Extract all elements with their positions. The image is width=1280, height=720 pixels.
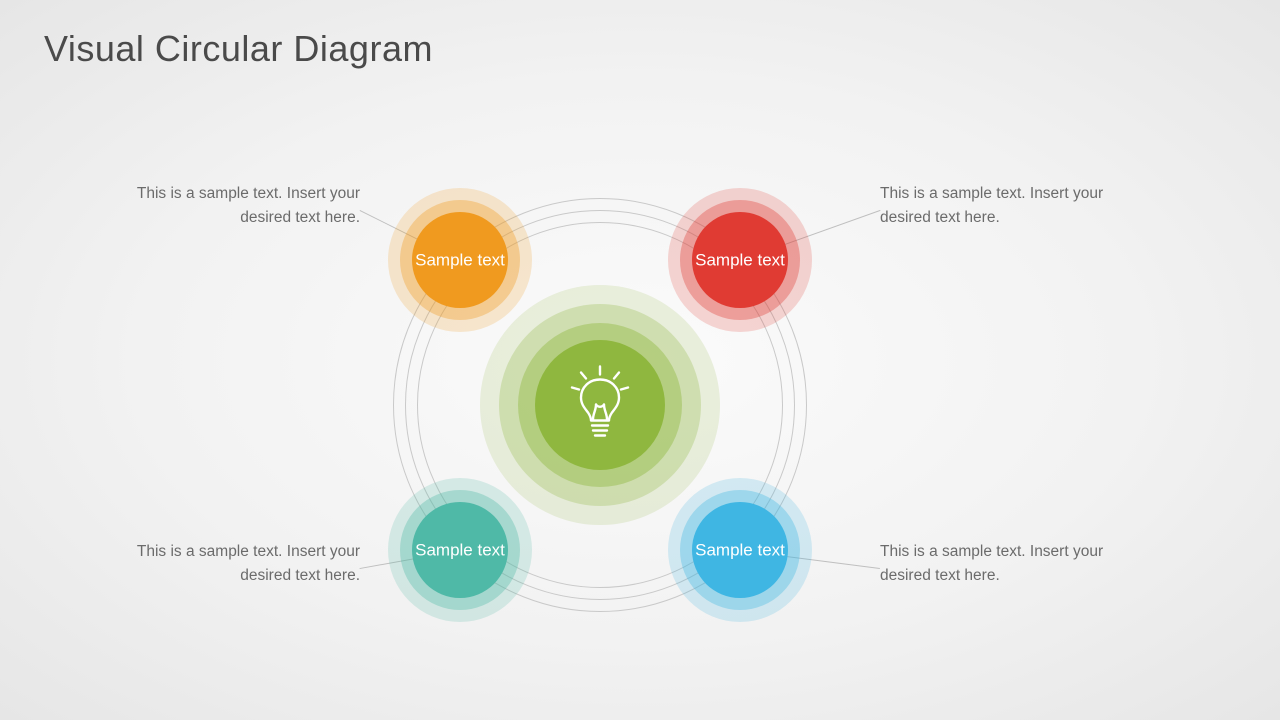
node-description: This is a sample text. Insert your desir… <box>130 182 360 230</box>
node-label: Sample text <box>680 539 800 560</box>
node-description: This is a sample text. Insert your desir… <box>130 540 360 588</box>
node-label: Sample text <box>400 539 520 560</box>
node-label: Sample text <box>680 249 800 270</box>
node-description: This is a sample text. Insert your desir… <box>880 540 1110 588</box>
node-description: This is a sample text. Insert your desir… <box>880 182 1110 230</box>
node-label: Sample text <box>400 249 520 270</box>
diagram-stage: Sample text Sample text Sample text Sample … <box>0 0 1280 720</box>
lightbulb-icon <box>565 364 635 447</box>
